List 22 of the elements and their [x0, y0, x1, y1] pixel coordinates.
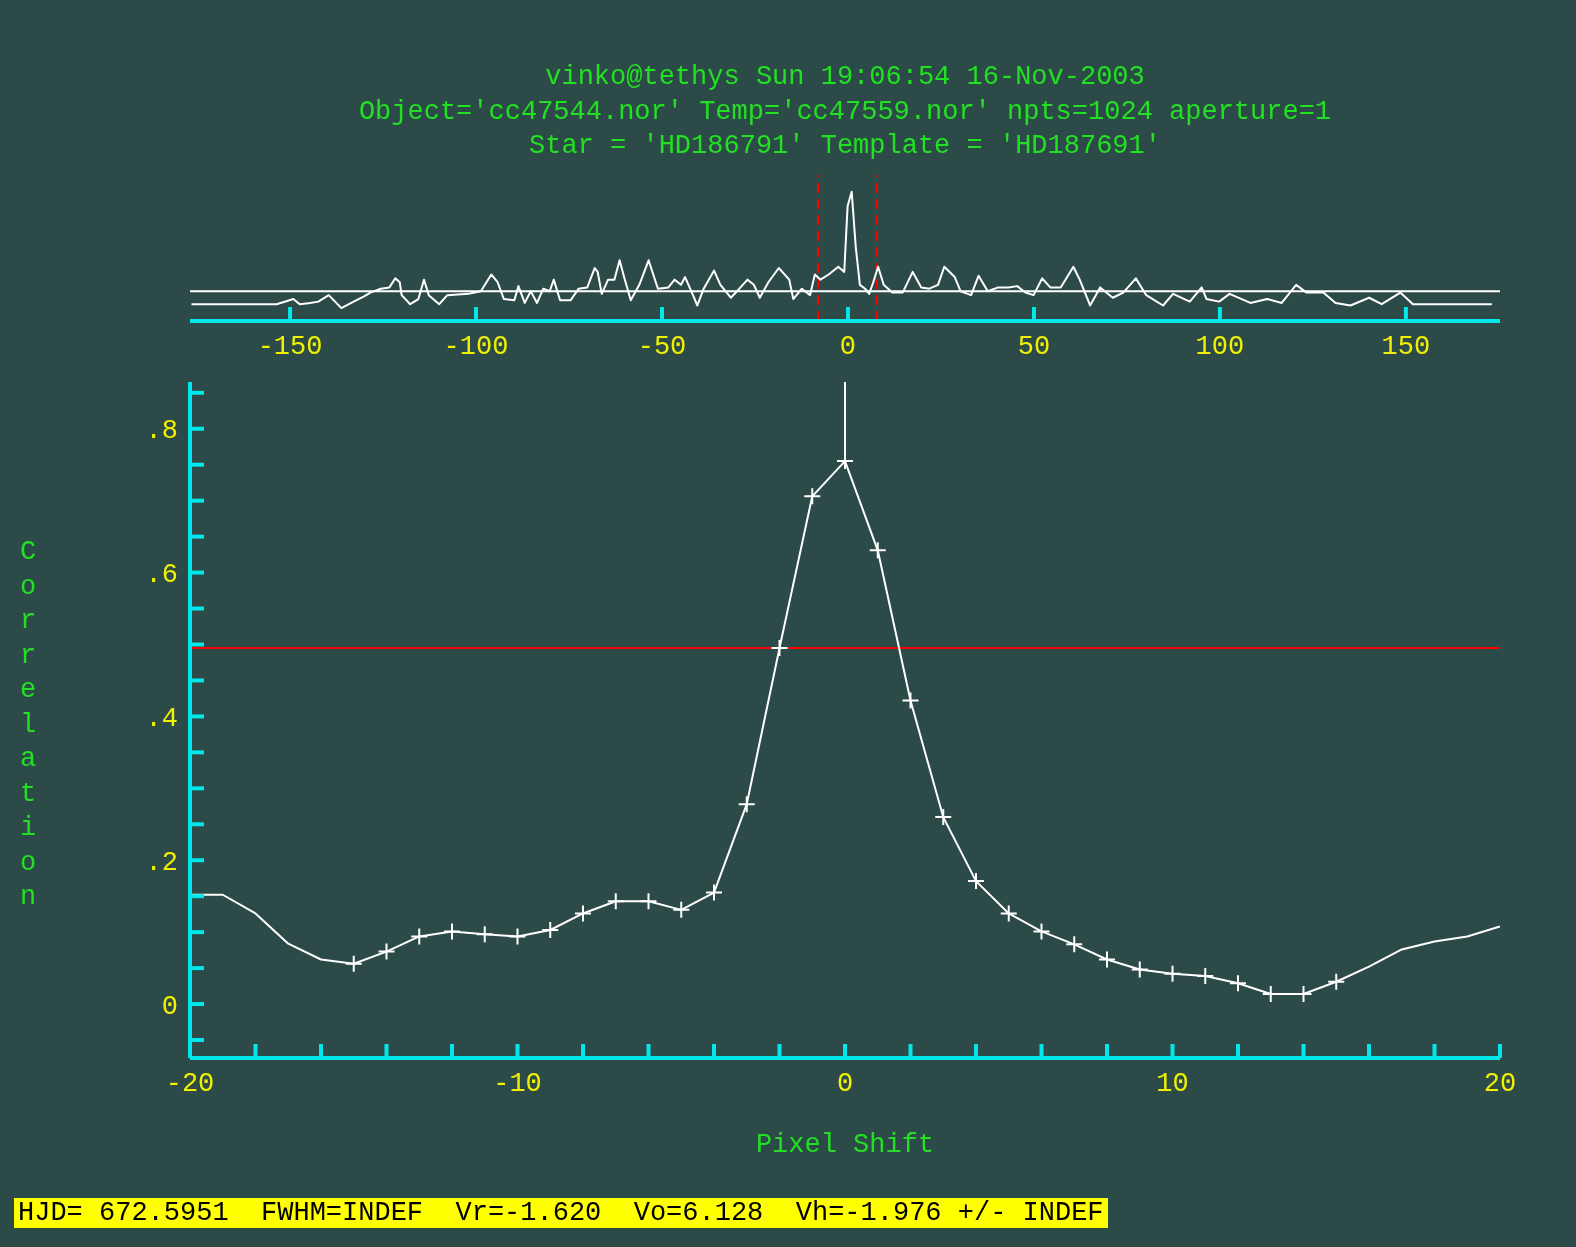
x-tick-label: 0 — [836, 1069, 854, 1100]
y-tick-label: .6 — [145, 560, 178, 591]
x-tick-label: -150 — [257, 332, 323, 363]
x-tick-label: -50 — [637, 332, 687, 363]
y-tick-label: .8 — [145, 416, 178, 447]
chart-title: vinko@tethys Sun 19:06:54 16-Nov-2003 — [544, 62, 1146, 92]
x-tick-label: -100 — [443, 332, 509, 363]
x-tick-label: 150 — [1381, 332, 1431, 363]
y-tick-label: .4 — [145, 703, 178, 734]
text: HJD= 672.5951 FWHM=INDEF Vr=-1.620 Vo=6.128 Vh=-1.976 +/- INDEF — [14, 1198, 1108, 1228]
x-tick-label: 20 — [1483, 1069, 1517, 1100]
x-tick-label: -20 — [165, 1069, 215, 1100]
x-tick-label: -10 — [493, 1069, 542, 1100]
x-tick-label: 0 — [839, 332, 857, 363]
y-tick-label: 0 — [161, 991, 178, 1022]
x-tick-label: 10 — [1156, 1069, 1189, 1100]
x-tick-label: 100 — [1195, 332, 1245, 363]
x-axis-title: Pixel Shift — [754, 1130, 936, 1160]
chart-subtitle: Object='cc47544.nor' Temp='cc47559.nor' npts=1024 aperture=1 Star = 'HD186791' Template = 'HD187691' — [357, 97, 1333, 161]
x-tick-label: 50 — [1017, 332, 1051, 363]
text: Correlation — [20, 537, 37, 912]
y-tick-label: .2 — [145, 847, 178, 878]
